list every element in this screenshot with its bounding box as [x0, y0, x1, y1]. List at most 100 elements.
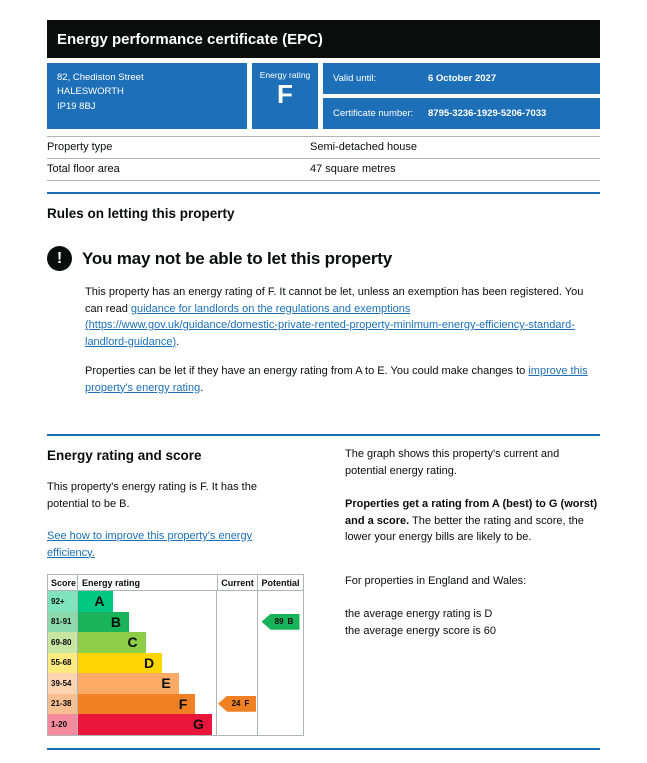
exclamation-icon: ! [47, 246, 72, 271]
paragraph-text: This property has an energy rating of F.… [85, 286, 584, 315]
current-rating-cell [217, 714, 258, 735]
rating-explanation-rest: The better the rating and score, the low… [345, 514, 584, 544]
england-wales-intro: For properties in England and Wales: [345, 574, 527, 587]
improve-efficiency-paragraph: See how to improve this property's energ… [47, 528, 282, 561]
table-row: Property type Semi-detached house [47, 136, 600, 158]
potential-rating-cell [258, 694, 303, 715]
potential-rating-cell [258, 591, 303, 612]
epc-page: Energy performance certificate (EPC) 82,… [47, 0, 600, 750]
chart-band-row: 81-91 B 89 B [48, 611, 303, 633]
band-bar-cell: F [78, 693, 217, 714]
epc-chart: Score Energy rating Current Potential 92+ A 81… [47, 574, 304, 736]
valid-until-value: 6 October 2027 [428, 73, 497, 84]
table-row: Total floor area 47 square metres [47, 158, 600, 180]
potential-rating-cell [258, 632, 303, 653]
chart-band-row: 21-38 F 24 F [48, 693, 303, 715]
band-score-range: 69-80 [48, 632, 78, 653]
band-bar: F [78, 693, 196, 714]
landlord-guidance-link[interactable]: guidance for landlords on the regulation… [85, 302, 575, 348]
certificate-number-label: Certificate number: [333, 108, 414, 119]
band-score-range: 21-38 [48, 693, 78, 714]
potential-rating-cell [258, 653, 303, 674]
current-rating-cell [217, 591, 258, 612]
rating-left-column: Energy rating and score This property's … [47, 436, 327, 736]
band-bar-cell: C [78, 632, 217, 653]
valid-until-row: Valid until: 6 October 2027 [323, 63, 600, 94]
band-score-range: 55-68 [48, 652, 78, 673]
band-score-range: 39-54 [48, 673, 78, 694]
rating-right-column: The graph shows this property's current … [345, 436, 600, 639]
chart-column-header: Current [218, 575, 258, 590]
band-letter: E [161, 675, 171, 692]
property-type-value: Semi-detached house [310, 141, 418, 153]
band-bar-cell: E [78, 673, 217, 694]
band-score-range: 81-91 [48, 611, 78, 632]
band-bar-cell: A [78, 591, 217, 612]
paragraph-text: . [200, 381, 204, 394]
band-bar-cell: G [78, 714, 217, 735]
rating-explanation-bold: Properties get a rating from A (best) to… [345, 498, 598, 527]
band-bar: D [78, 652, 163, 673]
section-divider [47, 192, 600, 194]
floor-area-value: 47 square metres [310, 163, 396, 175]
current-rating-cell [217, 611, 258, 632]
current-rating-cell [217, 652, 258, 673]
warning-body: This property has an energy rating of F.… [85, 284, 600, 396]
paragraph-text: . [176, 335, 180, 348]
chart-band-row: 55-68 D [48, 652, 303, 674]
band-letter: B [110, 613, 122, 630]
property-address: 82, Chediston Street HALESWORTH IP19 8BJ [47, 63, 247, 129]
band-score-range: 92+ [48, 591, 78, 612]
band-letter: F [178, 695, 188, 712]
potential-rating-cell: 89 B [258, 612, 303, 633]
band-letter: D [144, 654, 155, 671]
floor-area-label: Total floor area [47, 163, 120, 175]
improve-rating-link[interactable]: improve this property's energy rating [85, 365, 588, 394]
address-line-3: IP19 8BJ [57, 100, 96, 112]
band-bar-cell: D [78, 652, 217, 673]
band-letter: C [127, 634, 138, 651]
letting-warning: ! You may not be able to let this proper… [47, 246, 600, 271]
address-line-2: HALESWORTH [57, 86, 124, 98]
band-bar: G [78, 714, 212, 735]
chart-band-row: 69-80 C [48, 632, 303, 653]
chart-header-row: Score Energy rating Current Potential [48, 575, 303, 591]
rules-section-heading: Rules on letting this property [47, 206, 235, 221]
warning-heading: You may not be able to let this property [82, 248, 393, 268]
energy-rating-box: Energy rating F [252, 63, 318, 129]
average-rating-line: the average energy rating is D [345, 608, 493, 620]
current-rating-arrow: 24 F [218, 695, 256, 712]
band-bar: C [78, 632, 146, 653]
current-rating-cell: 24 F [217, 693, 258, 714]
rating-intro: This property's energy rating is F. It h… [47, 481, 257, 510]
chart-band-row: 1-20 G [48, 714, 303, 735]
valid-until-label: Valid until: [333, 73, 377, 84]
improve-efficiency-link[interactable]: See how to improve this property's energ… [47, 530, 253, 559]
page-title: Energy performance certificate (EPC) [47, 20, 600, 58]
potential-rating-cell [258, 714, 303, 735]
section-divider [47, 434, 600, 436]
rating-explanation: Properties get a rating from A (best) to… [345, 496, 600, 546]
energy-rating-label: Energy rating [259, 70, 311, 80]
section-divider [47, 747, 600, 750]
average-score-line: the average energy score is 60 [345, 624, 497, 637]
paragraph-text: Properties can be let if they have an en… [85, 365, 529, 377]
property-type-label: Property type [47, 141, 113, 153]
certificate-number-row: Certificate number: 8795-3236-1929-5206-… [323, 98, 600, 129]
chart-band-row: 39-54 E [48, 673, 303, 694]
current-rating-cell [217, 632, 258, 653]
chart-band-row: 92+ A [48, 591, 303, 612]
band-letter: A [94, 593, 105, 610]
band-letter: G [192, 716, 204, 733]
chart-column-header: Potential [261, 577, 300, 588]
address-line-1: 82, Chediston Street [57, 72, 144, 83]
average-stats: the average energy rating is D the averag… [345, 606, 600, 639]
current-rating-cell [217, 673, 258, 694]
band-score-range: 1-20 [48, 714, 78, 735]
certificate-number-value: 8795-3236-1929-5206-7033 [428, 108, 547, 119]
chart-column-header: Energy rating [78, 575, 218, 590]
property-summary-table: Property type Semi-detached house Total … [47, 136, 600, 181]
potential-rating-arrow: 89 B [261, 613, 300, 630]
band-bar-cell: B [78, 611, 217, 632]
certificate-summary: 82, Chediston Street HALESWORTH IP19 8BJ… [47, 63, 600, 129]
